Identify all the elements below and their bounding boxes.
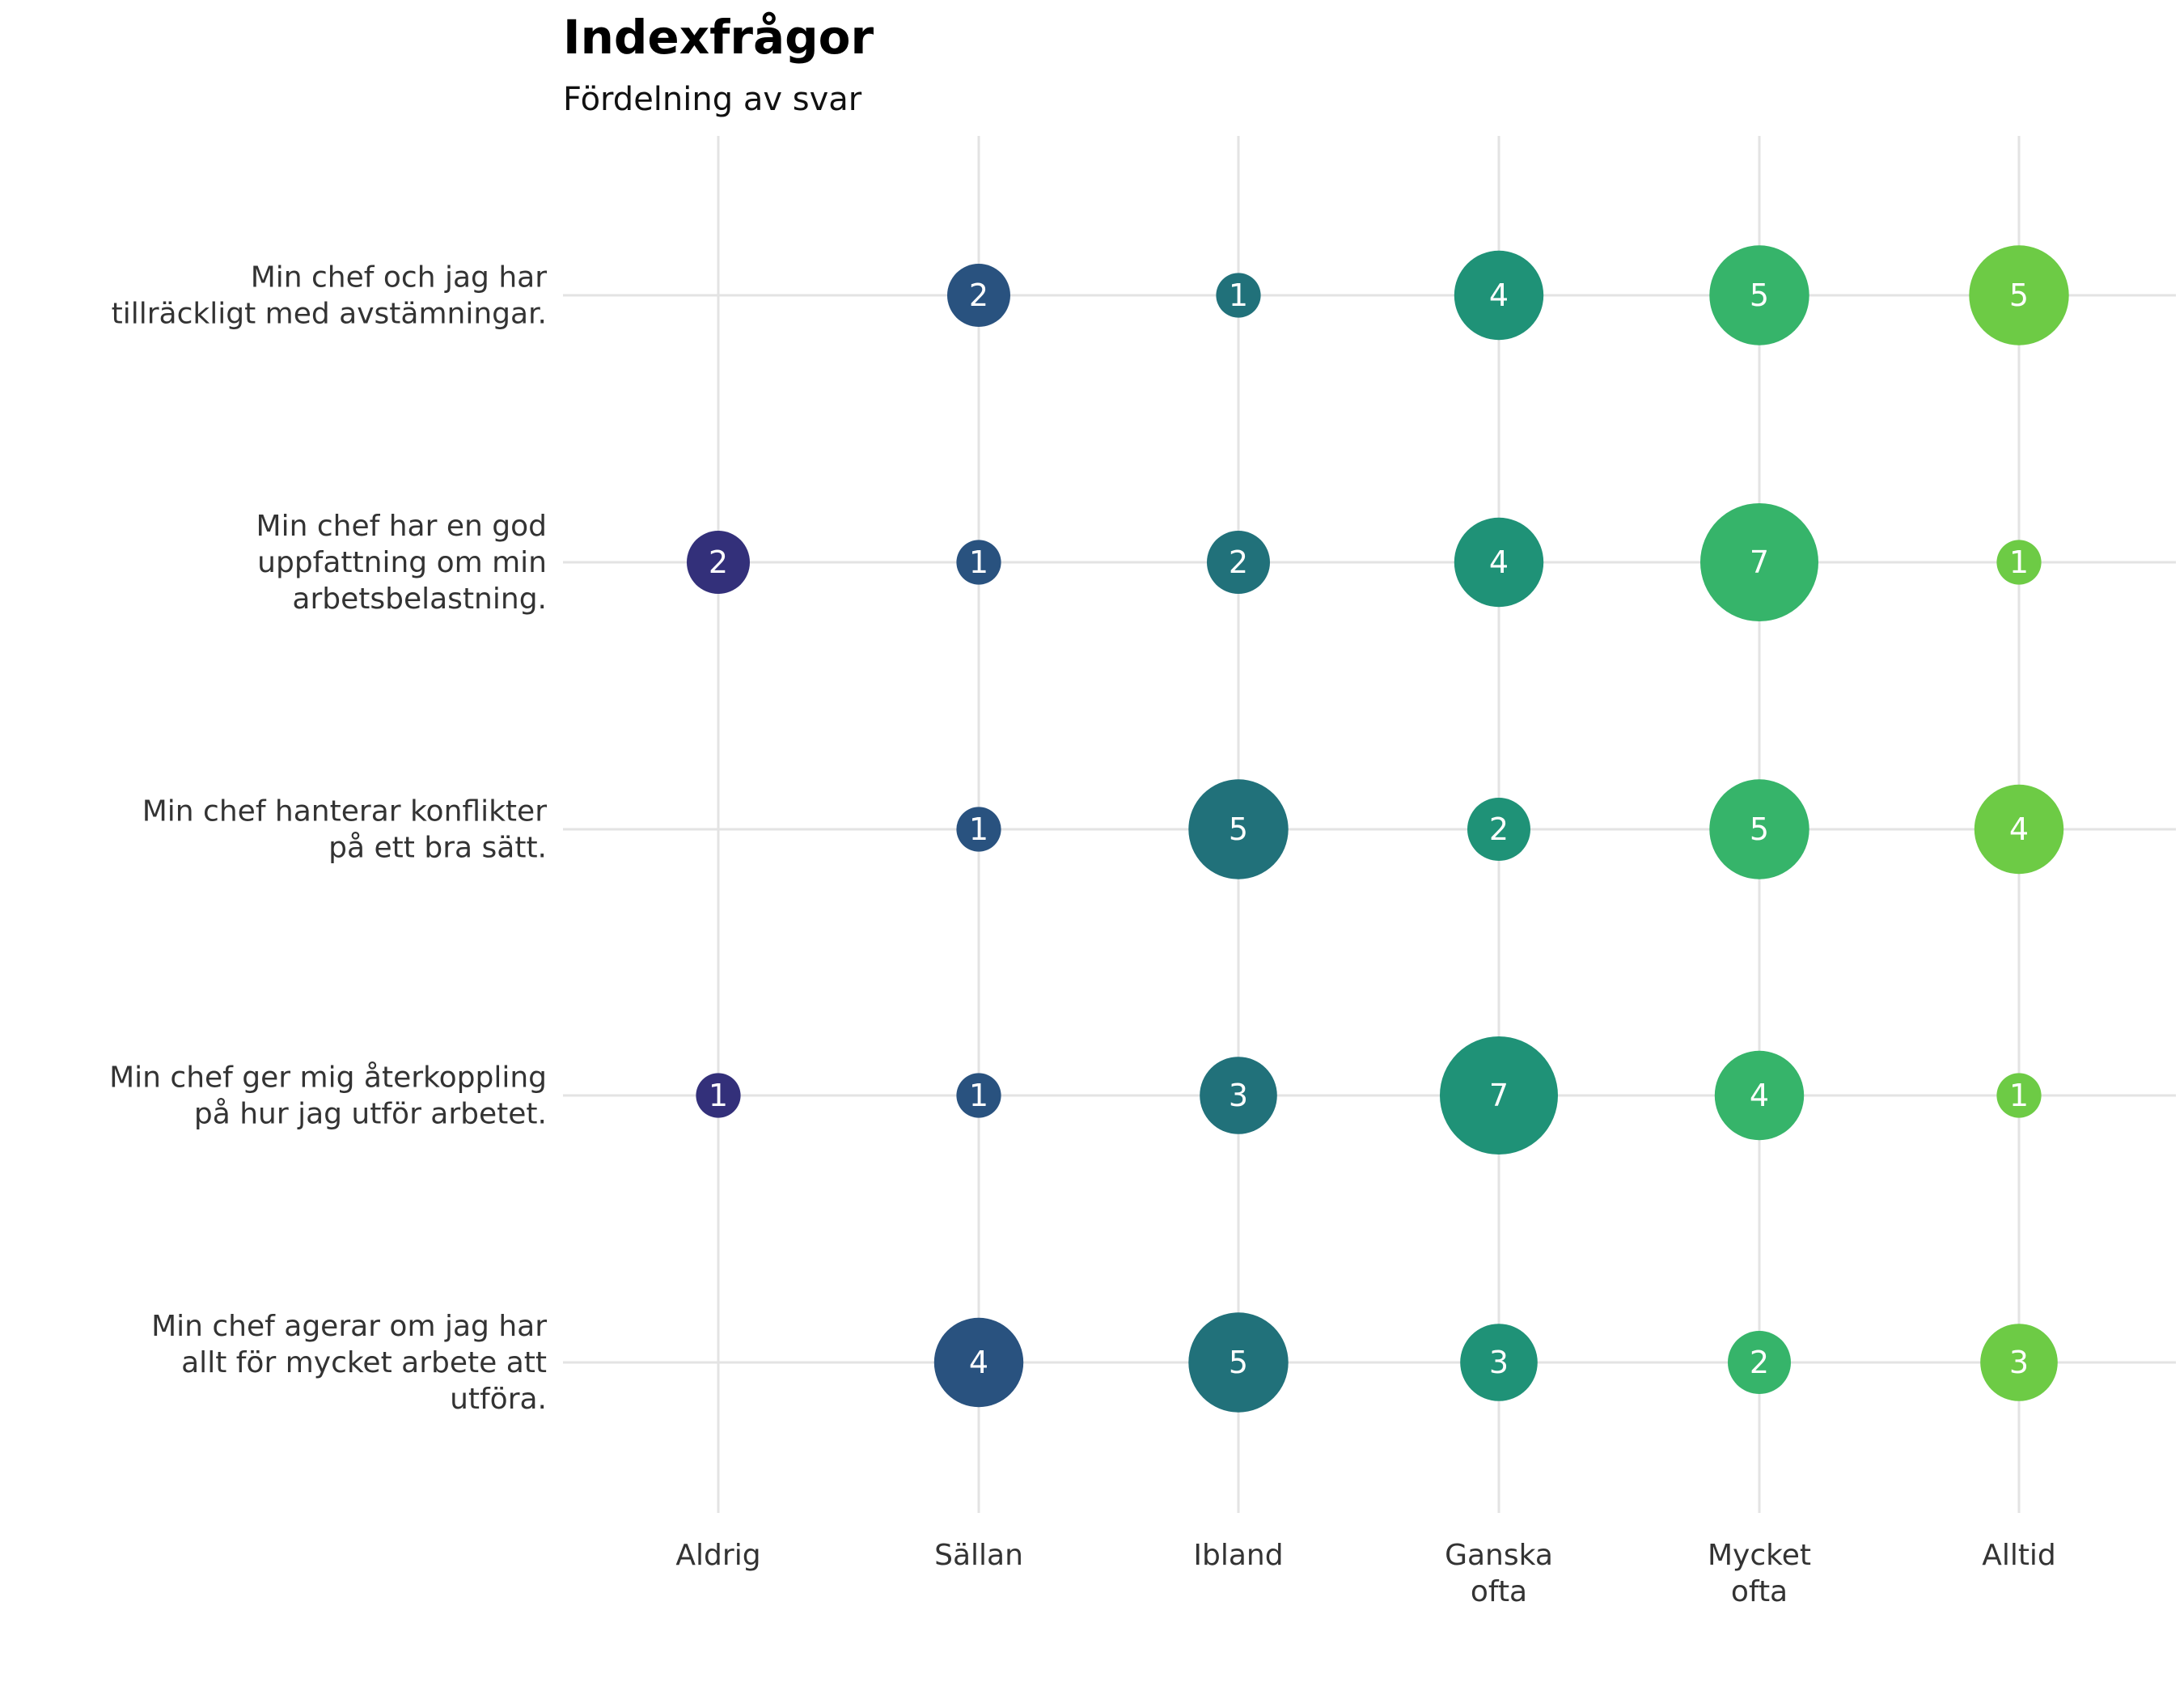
bubble-label: 2 bbox=[1489, 811, 1509, 847]
bubble-label: 4 bbox=[2009, 811, 2029, 847]
bubble-label: 5 bbox=[1229, 1345, 1248, 1380]
question-label-2: Min chef har en god uppfattning om min arb… bbox=[256, 510, 547, 616]
category-label-0: Aldrig bbox=[675, 1539, 760, 1572]
bubble-q3-4 bbox=[1709, 779, 1809, 879]
bubble-q2-1 bbox=[956, 540, 1001, 585]
bubble-label: 2 bbox=[1229, 544, 1248, 580]
bubble-label: 2 bbox=[969, 278, 988, 313]
bubble-q5-1 bbox=[933, 1317, 1024, 1408]
bubble-q4-0 bbox=[696, 1073, 741, 1118]
bubble-label: 5 bbox=[2009, 278, 2029, 313]
bubble-q2-0 bbox=[687, 531, 750, 594]
bubble-label: 1 bbox=[709, 1078, 728, 1113]
bubble-label: 7 bbox=[1750, 544, 1769, 580]
bubble-label: 4 bbox=[1489, 544, 1509, 580]
bubble-label: 2 bbox=[709, 544, 728, 580]
bubble-q4-1 bbox=[956, 1073, 1001, 1118]
question-labels: Min chef och jag har tillräckligt med avs… bbox=[109, 261, 547, 1417]
bubble-label: 3 bbox=[1489, 1345, 1509, 1380]
category-label-5: Alltid bbox=[1982, 1539, 2056, 1572]
bubble-q2-3 bbox=[1454, 517, 1544, 608]
gridlines bbox=[563, 136, 2176, 1513]
bubble-label: 5 bbox=[1750, 278, 1769, 313]
bubble-q5-5 bbox=[1980, 1324, 2058, 1401]
category-labels: Aldrig Sällan Ibland Ganska ofta Mycket ofta Al… bbox=[675, 1539, 2055, 1608]
bubble-label: 4 bbox=[1489, 278, 1509, 313]
bubble-q5-3 bbox=[1460, 1324, 1538, 1401]
category-label-4: Mycket ofta bbox=[1708, 1539, 1811, 1608]
bubble-q1-4 bbox=[1709, 245, 1809, 345]
bubble-q2-5 bbox=[1996, 540, 2042, 585]
bubble-q1-3 bbox=[1454, 250, 1544, 341]
category-label-1: Sällan bbox=[934, 1539, 1023, 1572]
bubble-q2-4 bbox=[1700, 503, 1818, 621]
bubble-label: 3 bbox=[2009, 1345, 2029, 1380]
bubble-label: 5 bbox=[1229, 811, 1248, 847]
bubble-q1-1 bbox=[947, 264, 1010, 327]
category-label-3: Ganska ofta bbox=[1445, 1539, 1553, 1608]
bubble-label: 1 bbox=[1229, 278, 1248, 313]
bubble-q1-5 bbox=[1969, 245, 2069, 345]
question-label-5: Min chef agerar om jag har allt för mycke… bbox=[151, 1310, 547, 1416]
chart-subtitle: Fördelning av svar bbox=[563, 81, 862, 118]
bubble-q5-4 bbox=[1728, 1331, 1791, 1394]
bubble-label: 1 bbox=[969, 811, 988, 847]
bubbles: 2 1 4 5 5 2 1 2 4 7 1 1 5 2 5 4 1 1 3 7 4 1 4 5 3 2 3 bbox=[687, 245, 2069, 1413]
bubble-q3-5 bbox=[1974, 784, 2064, 875]
category-label-2: Ibland bbox=[1193, 1539, 1283, 1572]
bubble-label: 4 bbox=[969, 1345, 988, 1380]
bubble-q3-1 bbox=[956, 807, 1001, 852]
bubble-q5-2 bbox=[1188, 1312, 1289, 1413]
chart-title: Indexfrågor bbox=[563, 10, 874, 65]
bubble-label: 2 bbox=[1750, 1345, 1769, 1380]
bubble-q4-4 bbox=[1714, 1050, 1805, 1141]
bubble-q2-2 bbox=[1207, 531, 1270, 594]
bubble-label: 3 bbox=[1229, 1078, 1248, 1113]
bubble-label: 4 bbox=[1750, 1078, 1769, 1113]
bubble-label: 1 bbox=[969, 1078, 988, 1113]
bubble-q4-3 bbox=[1440, 1036, 1558, 1155]
bubble-label: 1 bbox=[969, 544, 988, 580]
bubble-q3-2 bbox=[1188, 779, 1289, 879]
bubble-label: 7 bbox=[1489, 1078, 1509, 1113]
bubble-label: 1 bbox=[2009, 544, 2029, 580]
bubble-q1-2 bbox=[1216, 273, 1261, 318]
bubble-q3-3 bbox=[1467, 798, 1530, 861]
question-label-1: Min chef och jag har tillräckligt med avs… bbox=[112, 261, 548, 331]
bubble-q4-5 bbox=[1996, 1073, 2042, 1118]
question-label-4: Min chef ger mig återkoppling på hur jag … bbox=[109, 1061, 547, 1131]
bubble-q4-2 bbox=[1200, 1057, 1277, 1134]
bubble-label: 1 bbox=[2009, 1078, 2029, 1113]
bubble-label: 5 bbox=[1750, 811, 1769, 847]
question-label-3: Min chef hanterar konflikter på ett bra s… bbox=[142, 795, 547, 865]
